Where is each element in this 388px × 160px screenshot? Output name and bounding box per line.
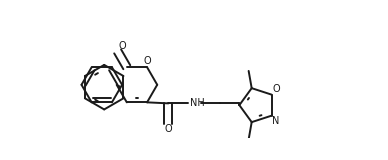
Text: O: O	[143, 56, 151, 66]
Text: N: N	[272, 116, 280, 126]
Text: O: O	[165, 124, 172, 134]
Text: NH: NH	[190, 98, 204, 108]
Text: O: O	[272, 84, 280, 94]
Text: O: O	[118, 41, 126, 51]
